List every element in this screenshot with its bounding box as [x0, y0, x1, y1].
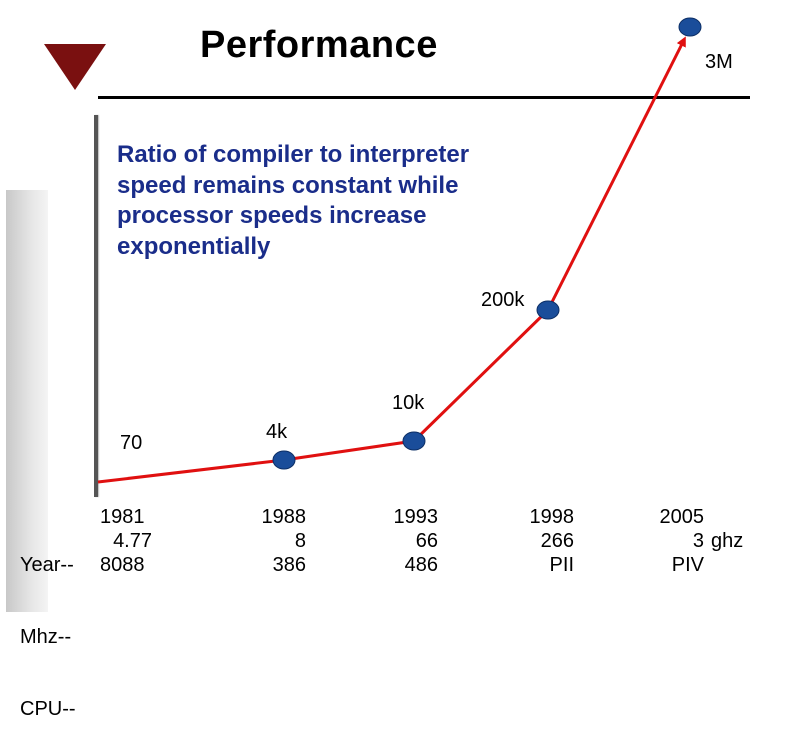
- mhz-unit-ghz: ghz: [711, 530, 744, 552]
- subtitle-line-3: processor speeds increase: [117, 202, 427, 229]
- year-value: 2005: [659, 506, 705, 528]
- performance-chart: 70 4k 10k 200k 3M: [97, 17, 733, 484]
- mhz-value: 8: [294, 530, 306, 552]
- table-column-2005: 2005 3 PIV: [652, 505, 705, 577]
- point-label-1981: 70: [120, 432, 142, 454]
- slide-title: Performance: [200, 24, 438, 66]
- data-point-1998: [536, 300, 560, 320]
- data-point-1988: [272, 450, 296, 470]
- subtitle-line-1: Ratio of compiler to interpreter: [117, 141, 470, 168]
- point-label-2005: 3M: [705, 51, 733, 73]
- cpu-value: 486: [404, 554, 438, 576]
- series-arrow: [546, 36, 686, 311]
- series-line: [97, 308, 550, 484]
- row-label-cpu: CPU--: [20, 698, 76, 720]
- mhz-value: 266: [540, 530, 574, 552]
- table-column-1998: 1998 266 PII: [523, 505, 575, 577]
- row-labels: Year-- Mhz-- CPU--: [20, 505, 76, 745]
- row-label-year: Year--: [20, 554, 74, 576]
- data-point-1993: [402, 431, 426, 451]
- vertical-axis-rule: [94, 115, 98, 497]
- point-label-1998: 200k: [481, 289, 525, 311]
- table-column-1993: 1993 66 486: [388, 505, 439, 577]
- subtitle: Ratio of compiler to interpreter speed r…: [117, 140, 557, 262]
- year-value: 1988: [261, 506, 307, 528]
- mhz-number: 3: [692, 530, 704, 552]
- left-decorative-bar: [6, 190, 48, 612]
- cpu-value: PII: [549, 554, 574, 576]
- subtitle-line-2: speed remains constant while: [117, 171, 459, 199]
- mhz-value: 4.77: [113, 530, 152, 552]
- year-value: 1981: [100, 506, 145, 528]
- year-value: 1998: [529, 506, 575, 528]
- cpu-value: 386: [272, 554, 306, 576]
- title-underline: [98, 96, 750, 99]
- row-label-mhz: Mhz--: [20, 626, 72, 648]
- mhz-value: 3: [652, 529, 704, 553]
- cpu-value: 8088: [100, 554, 145, 576]
- point-label-1993: 10k: [392, 392, 425, 414]
- year-value: 1993: [393, 506, 439, 528]
- mhz-value: 66: [415, 530, 438, 552]
- triangle-bullet-icon: [44, 44, 106, 90]
- cpu-value: PIV: [671, 554, 704, 576]
- table-column-1981: 1981 4.77 8088: [100, 505, 152, 577]
- subtitle-line-4: exponentially: [117, 232, 271, 260]
- table-column-1988: 1988 8 386: [252, 505, 307, 577]
- data-point-2005: [678, 17, 702, 37]
- point-label-1988: 4k: [266, 421, 288, 443]
